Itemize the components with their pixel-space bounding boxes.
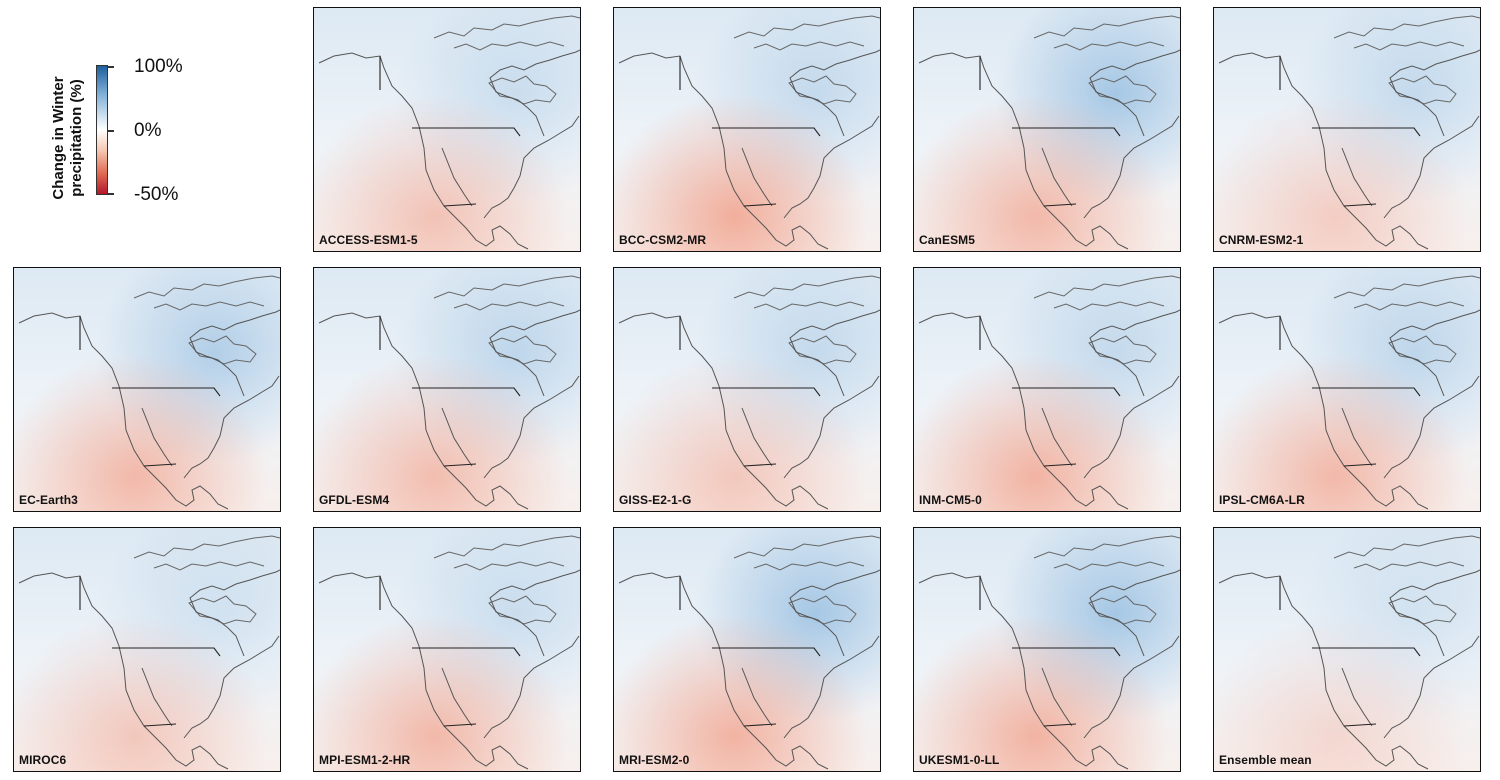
colorbar-tick-bottom [108, 193, 114, 195]
country-borders [379, 316, 521, 467]
coastline [318, 309, 580, 510]
dry-anomaly [614, 268, 880, 511]
map-panel: Ensemble mean [1213, 527, 1481, 772]
map-panel: BCC-CSM2-MR [613, 7, 881, 252]
panel-model-label: GISS-E2-1-G [619, 493, 692, 507]
map-svg [614, 528, 880, 771]
panel-model-label: INM-CM5-0 [919, 493, 982, 507]
coastline [618, 569, 880, 770]
colorbar-tick-label-minus50: -50% [134, 184, 179, 205]
panel-model-label: Ensemble mean [1219, 753, 1312, 767]
coastline [918, 309, 1180, 510]
colorbar-tick-label-0: 0% [134, 120, 162, 141]
colorbar-title: Change in Winter precipitation (%) [50, 76, 86, 199]
country-borders [979, 56, 1121, 207]
map-svg [614, 268, 880, 511]
map-panel: MRI-ESM2-0 [613, 527, 881, 772]
coastline [1218, 569, 1480, 770]
map-svg [914, 8, 1180, 251]
dry-anomaly [614, 8, 880, 251]
map-panel: UKESM1-0-LL [913, 527, 1181, 772]
map-panel: CanESM5 [913, 7, 1181, 252]
country-borders [1279, 576, 1421, 727]
coastline [618, 309, 880, 510]
dry-anomaly [914, 528, 1180, 771]
map-svg [914, 268, 1180, 511]
map-svg [1214, 528, 1480, 771]
coastline [318, 49, 580, 250]
map-svg [614, 8, 880, 251]
dry-anomaly [314, 528, 580, 771]
country-borders [679, 316, 821, 467]
map-panel: IPSL-CM6A-LR [1213, 267, 1481, 512]
country-borders [979, 316, 1121, 467]
coastline [618, 49, 880, 250]
coastline [1218, 49, 1480, 250]
map-panel: ACCESS-ESM1-5 [313, 7, 581, 252]
map-svg [914, 528, 1180, 771]
dry-anomaly [914, 8, 1180, 251]
country-borders [979, 576, 1121, 727]
coastline [1218, 309, 1480, 510]
map-panel: INM-CM5-0 [913, 267, 1181, 512]
dry-anomaly [14, 268, 280, 511]
map-svg [14, 268, 280, 511]
colorbar-title-line1: Change in Winter [50, 76, 67, 200]
coastline [918, 569, 1180, 770]
panel-model-label: MPI-ESM1-2-HR [319, 753, 411, 767]
panel-model-label: UKESM1-0-LL [919, 753, 1000, 767]
dry-anomaly [314, 268, 580, 511]
panel-model-label: MIROC6 [19, 753, 67, 767]
colorbar [96, 65, 108, 195]
colorbar-tick-mid [108, 130, 114, 132]
map-panel: EC-Earth3 [13, 267, 281, 512]
panel-model-label: IPSL-CM6A-LR [1219, 493, 1305, 507]
country-borders [79, 576, 221, 727]
coastline [918, 49, 1180, 250]
coastline [318, 569, 580, 770]
map-svg [314, 528, 580, 771]
panel-model-label: BCC-CSM2-MR [619, 233, 707, 247]
dry-anomaly [1214, 268, 1480, 511]
map-panel: MPI-ESM1-2-HR [313, 527, 581, 772]
country-borders [1279, 316, 1421, 467]
panel-model-label: MRI-ESM2-0 [619, 753, 690, 767]
country-borders [379, 56, 521, 207]
panel-model-label: GFDL-ESM4 [319, 493, 390, 507]
map-panel: GFDL-ESM4 [313, 267, 581, 512]
panel-model-label: ACCESS-ESM1-5 [319, 233, 418, 247]
country-borders [79, 316, 221, 467]
dry-anomaly [914, 268, 1180, 511]
map-panel: GISS-E2-1-G [613, 267, 881, 512]
colorbar-tick-top [108, 66, 114, 68]
colorbar-legend: Change in Winter precipitation (%) 100% … [14, 10, 282, 255]
panel-model-label: EC-Earth3 [19, 493, 78, 507]
colorbar-title-line2: precipitation (%) [68, 79, 85, 197]
panel-model-label: CNRM-ESM2-1 [1219, 233, 1304, 247]
dry-anomaly [314, 8, 580, 251]
country-borders [379, 576, 521, 727]
country-borders [1279, 56, 1421, 207]
country-borders [679, 56, 821, 207]
country-borders [679, 576, 821, 727]
map-panel: MIROC6 [13, 527, 281, 772]
panel-model-label: CanESM5 [919, 233, 976, 247]
coastline [18, 309, 280, 510]
map-svg [314, 8, 580, 251]
dry-anomaly [1214, 8, 1480, 251]
dry-anomaly [614, 528, 880, 771]
map-svg [14, 528, 280, 771]
map-panel: CNRM-ESM2-1 [1213, 7, 1481, 252]
dry-anomaly [14, 528, 280, 771]
map-svg [314, 268, 580, 511]
map-svg [1214, 268, 1480, 511]
colorbar-tick-label-100: 100% [134, 56, 183, 77]
map-svg [1214, 8, 1480, 251]
dry-anomaly [1214, 528, 1480, 771]
coastline [18, 569, 280, 770]
